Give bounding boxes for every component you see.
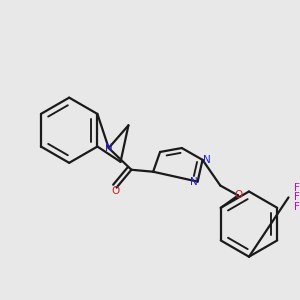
Text: N: N <box>202 155 210 165</box>
Text: F: F <box>294 192 300 203</box>
Text: N: N <box>190 177 197 187</box>
Text: O: O <box>234 190 242 200</box>
Text: N: N <box>105 143 112 153</box>
Text: F: F <box>294 202 300 212</box>
Text: O: O <box>112 185 120 196</box>
Text: F: F <box>294 182 300 193</box>
